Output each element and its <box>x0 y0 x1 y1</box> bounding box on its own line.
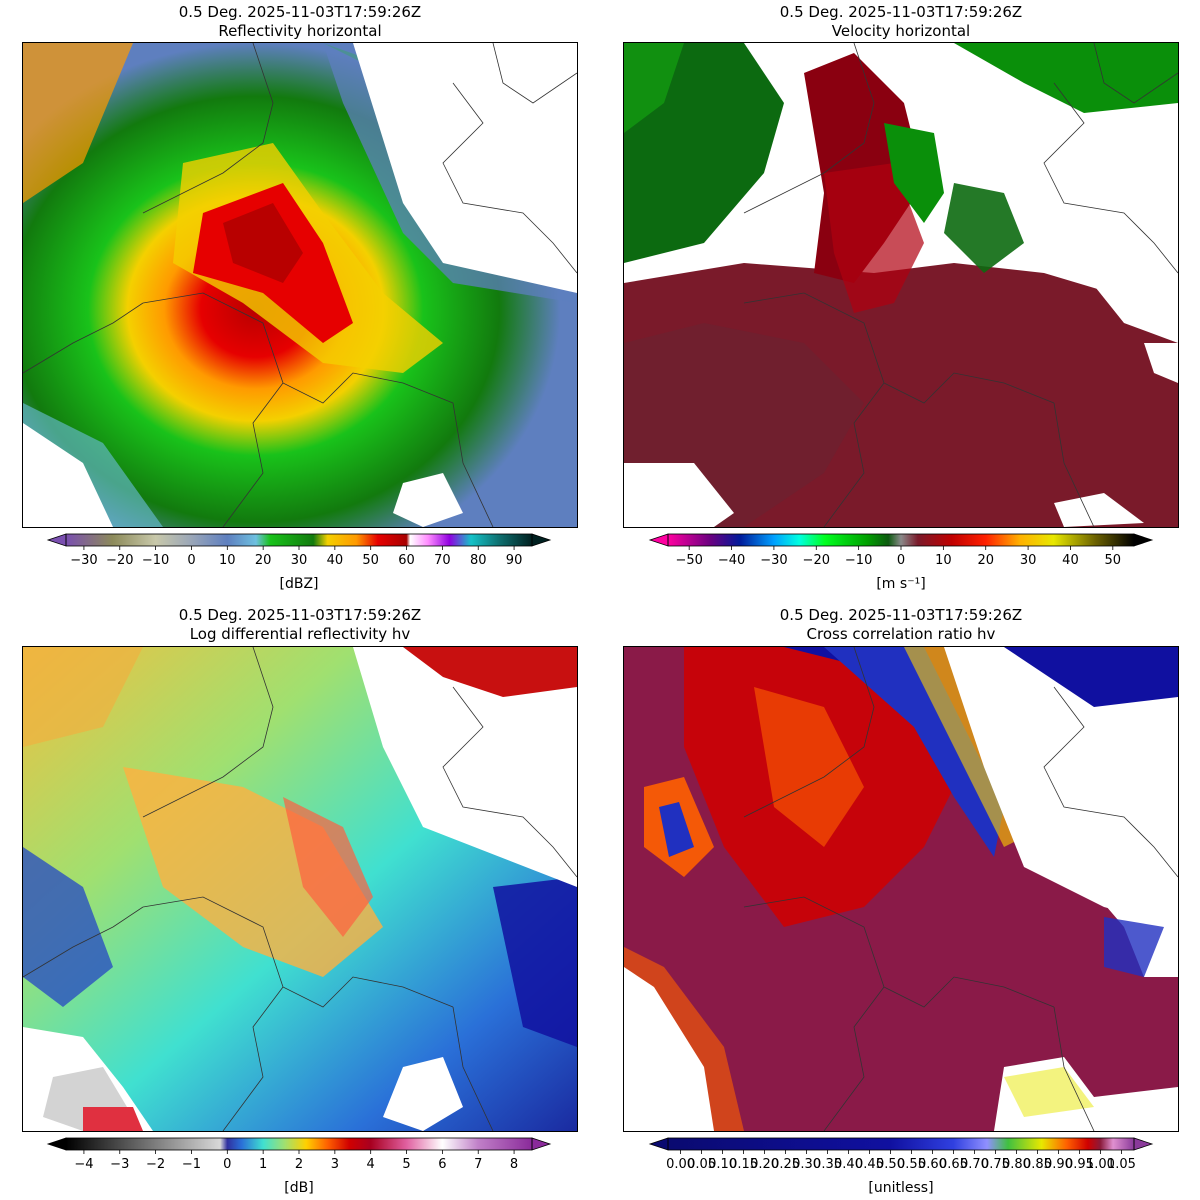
colorbar-tick-label: 0.45 <box>855 1157 884 1172</box>
colorbar-max-arrow <box>531 1137 552 1151</box>
colorbar-zdr: −4 −3 −2 −1 0 1 2 3 4 5 6 7 8 <box>46 1136 552 1186</box>
colorbar-min-arrow <box>648 533 669 547</box>
colorbar-tick-label: 0.60 <box>918 1157 947 1172</box>
radar-map-velocity[interactable] <box>623 42 1179 528</box>
colorbar-tick-label: 0 <box>223 1157 231 1172</box>
title-field: Reflectivity horizontal <box>218 22 382 40</box>
colorbar-tick-label: 4 <box>367 1157 375 1172</box>
colorbar-tick-label: 0.15 <box>729 1157 758 1172</box>
colorbar-tick-label: 0.85 <box>1023 1157 1052 1172</box>
colorbar-tick-label: 50 <box>1105 553 1122 568</box>
colorbar-max-arrow <box>1133 533 1154 547</box>
panel-title: 0.5 Deg. 2025-11-03T17:59:26Z Cross corr… <box>623 606 1179 644</box>
colorbar-gradient <box>668 1138 1134 1150</box>
colorbar-label: [dBZ] <box>279 576 319 592</box>
colorbar-tick-label: 90 <box>506 553 523 568</box>
title-timestamp: 0.5 Deg. 2025-11-03T17:59:26Z <box>779 3 1023 21</box>
colorbar-tick-label: 0.05 <box>687 1157 716 1172</box>
colorbar-tick-label: 0.00 <box>666 1157 695 1172</box>
colorbar-gradient <box>66 534 532 546</box>
colorbar-label: [unitless] <box>868 1180 934 1196</box>
colorbar-tick-label: 0.65 <box>939 1157 968 1172</box>
colorbar-reflectivity: −30 −20 −10 0 10 20 30 40 50 60 70 80 90 <box>46 532 552 582</box>
colorbar-tick-label: 1.00 <box>1086 1157 1115 1172</box>
colorbar-tick-label: 0.10 <box>708 1157 737 1172</box>
colorbar-tick-label: 10 <box>219 553 236 568</box>
title-field: Log differential reflectivity hv <box>189 625 411 643</box>
colorbar-tick-label: 0.75 <box>981 1157 1010 1172</box>
colorbar-tick-label: −3 <box>110 1157 129 1172</box>
colorbar-tick-label: 10 <box>935 553 952 568</box>
colorbar-min-arrow <box>46 533 67 547</box>
colorbar-tick-label: 0.50 <box>876 1157 905 1172</box>
panel-title: 0.5 Deg. 2025-11-03T17:59:26Z Log differ… <box>22 606 578 644</box>
panel-title: 0.5 Deg. 2025-11-03T17:59:26Z Reflectivi… <box>22 3 578 41</box>
colorbar-min-arrow <box>46 1137 67 1151</box>
colorbar-tick-label: 30 <box>1020 553 1037 568</box>
colorbar-tick-label: 30 <box>291 553 308 568</box>
colorbar-tick-label: 0.55 <box>897 1157 926 1172</box>
radar-map-reflectivity[interactable] <box>22 42 578 528</box>
colorbar-tick-label: 0 <box>897 553 905 568</box>
colorbar-label: [m s⁻¹] <box>876 576 926 592</box>
colorbar-tick-label: 0.20 <box>750 1157 779 1172</box>
title-field: Velocity horizontal <box>831 22 971 40</box>
colorbar-tick-label: 2 <box>295 1157 303 1172</box>
title-field: Cross correlation ratio hv <box>806 625 996 643</box>
colorbar-tick-label: 60 <box>398 553 415 568</box>
colorbar-rhohv: 0.00 0.05 0.10 0.15 0.20 0.25 0.30 0.35 0.40 0.45… <box>648 1136 1154 1186</box>
colorbar-tick-label: 40 <box>1062 553 1079 568</box>
colorbar-label: [dB] <box>284 1180 314 1196</box>
colorbar-tick-label: 1.05 <box>1107 1157 1136 1172</box>
panel-title: 0.5 Deg. 2025-11-03T17:59:26Z Velocity h… <box>623 3 1179 41</box>
colorbar-min-arrow <box>648 1137 669 1151</box>
colorbar-gradient <box>66 1138 532 1150</box>
colorbar-tick-label: −10 <box>142 553 169 568</box>
colorbar-tick-label: 1 <box>259 1157 267 1172</box>
colorbar-tick-label: 8 <box>510 1157 518 1172</box>
colorbar-tick-label: 70 <box>434 553 451 568</box>
colorbar-tick-label: 0 <box>187 553 195 568</box>
colorbar-tick-label: 20 <box>255 553 272 568</box>
colorbar-tick-label: 7 <box>474 1157 482 1172</box>
colorbar-tick-label: 0.35 <box>813 1157 842 1172</box>
colorbar-tick-label: 0.30 <box>792 1157 821 1172</box>
colorbar-tick-label: −2 <box>146 1157 165 1172</box>
colorbar-tick-label: 20 <box>977 553 994 568</box>
colorbar-gradient <box>668 534 1134 546</box>
colorbar-tick-label: −10 <box>845 553 872 568</box>
colorbar-velocity: −50 −40 −30 −20 −10 0 10 20 30 40 50 <box>648 532 1154 582</box>
colorbar-tick-label: 0.95 <box>1065 1157 1094 1172</box>
colorbar-tick-label: 0.40 <box>834 1157 863 1172</box>
title-timestamp: 0.5 Deg. 2025-11-03T17:59:26Z <box>779 606 1023 624</box>
colorbar-tick-label: −20 <box>803 553 830 568</box>
colorbar-tick-label: −50 <box>675 553 702 568</box>
colorbar-max-arrow <box>531 533 552 547</box>
colorbar-tick-label: 0.90 <box>1044 1157 1073 1172</box>
colorbar-tick-label: −20 <box>106 553 133 568</box>
colorbar-max-arrow <box>1133 1137 1154 1151</box>
colorbar-tick-label: 0.70 <box>960 1157 989 1172</box>
colorbar-tick-label: 40 <box>327 553 344 568</box>
colorbar-tick-label: 6 <box>438 1157 446 1172</box>
colorbar-tick-label: −4 <box>74 1157 93 1172</box>
colorbar-tick-label: −40 <box>718 553 745 568</box>
title-timestamp: 0.5 Deg. 2025-11-03T17:59:26Z <box>178 3 422 21</box>
colorbar-tick-label: 80 <box>470 553 487 568</box>
colorbar-tick-label: −1 <box>182 1157 201 1172</box>
colorbar-tick-label: 3 <box>331 1157 339 1172</box>
colorbar-tick-label: 0.25 <box>771 1157 800 1172</box>
radar-map-rhohv[interactable] <box>623 646 1179 1132</box>
colorbar-tick-label: −30 <box>70 553 97 568</box>
radar-map-zdr[interactable] <box>22 646 578 1132</box>
title-timestamp: 0.5 Deg. 2025-11-03T17:59:26Z <box>178 606 422 624</box>
colorbar-tick-label: 5 <box>402 1157 410 1172</box>
colorbar-tick-label: 0.80 <box>1002 1157 1031 1172</box>
colorbar-tick-label: 50 <box>362 553 379 568</box>
colorbar-tick-label: −30 <box>760 553 787 568</box>
